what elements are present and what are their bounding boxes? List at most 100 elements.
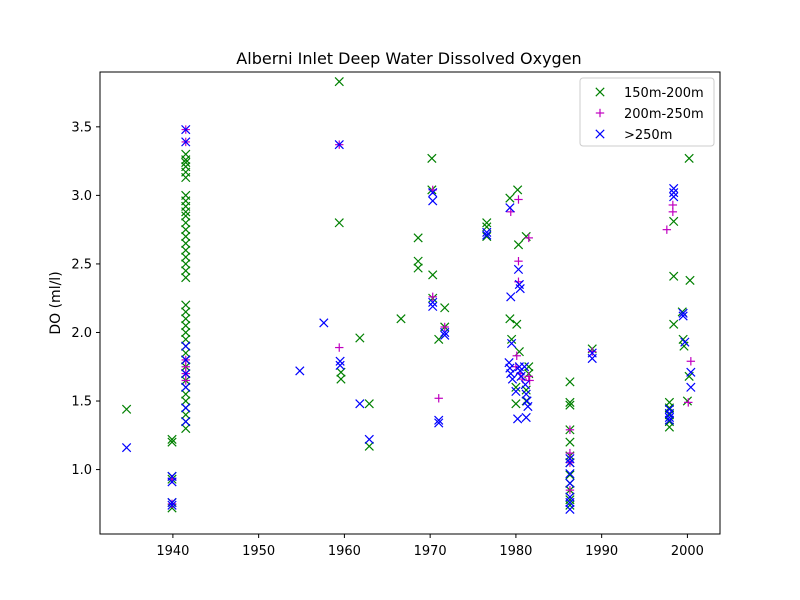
data-point [565, 478, 575, 488]
data-point [181, 334, 191, 344]
data-point [181, 207, 191, 217]
data-point [505, 193, 515, 203]
data-point [181, 396, 191, 406]
data-point [512, 414, 523, 424]
data-point [334, 218, 344, 228]
data-point [167, 437, 177, 447]
data-point [520, 379, 530, 390]
data-point [686, 357, 696, 366]
data-point [516, 371, 526, 381]
data-point [669, 271, 679, 281]
data-point [434, 418, 444, 428]
data-point [513, 264, 524, 275]
data-point [428, 297, 438, 307]
data-point [167, 499, 177, 509]
data-point [512, 319, 522, 329]
data-point [669, 188, 679, 198]
legend-label: 150m-200m [624, 86, 704, 101]
x-tick-label: 1940 [156, 544, 189, 559]
data-point [678, 311, 688, 321]
data-point [686, 367, 696, 377]
data-point [181, 423, 191, 434]
y-tick-label: 3.5 [71, 120, 92, 135]
data-point [428, 196, 438, 206]
data-point [519, 362, 530, 372]
y-tick-label: 2.0 [71, 326, 92, 341]
data-point [662, 225, 672, 234]
data-point [565, 469, 575, 479]
data-point [181, 225, 191, 235]
data-point [505, 203, 515, 213]
data-point [523, 401, 533, 412]
legend: 150m-200m 200m-250m >250m [579, 77, 715, 147]
data-point [521, 396, 531, 406]
data-point [482, 231, 492, 242]
x-tick-label: 1990 [585, 544, 618, 559]
data-markers [121, 76, 696, 514]
data-point [181, 368, 191, 379]
data-point [181, 211, 191, 221]
data-point [364, 399, 374, 409]
x-tick-label: 1950 [242, 544, 275, 559]
data-point [428, 270, 438, 280]
data-point [565, 485, 575, 495]
data-point [664, 422, 675, 432]
data-point [506, 334, 517, 344]
legend-label: >250m [624, 128, 672, 143]
data-point [684, 153, 694, 163]
data-point [364, 434, 374, 445]
data-point [428, 301, 438, 312]
data-point [588, 347, 597, 356]
data-point [514, 256, 523, 266]
data-point [587, 353, 597, 364]
data-point [167, 500, 177, 510]
data-point [511, 386, 521, 397]
data-point [181, 416, 191, 427]
data-point [506, 368, 516, 379]
data-point [121, 443, 132, 453]
series-2 [121, 124, 696, 514]
data-point [506, 292, 516, 302]
data-point [565, 497, 575, 508]
plot-frame [99, 71, 721, 535]
legend-item: >250m [595, 128, 672, 143]
data-point [181, 124, 191, 135]
data-point [513, 240, 524, 250]
data-point [181, 410, 191, 420]
data-point [336, 374, 346, 384]
data-point [181, 376, 190, 385]
data-point [684, 398, 693, 407]
y-axis-label: DO (ml/l) [48, 271, 64, 334]
data-point [396, 314, 406, 324]
y-tick-label: 1.0 [71, 463, 92, 478]
data-point [685, 275, 695, 286]
data-point [181, 382, 191, 392]
data-point [440, 327, 450, 338]
y-tick-label: 3.0 [71, 189, 92, 204]
data-point [565, 400, 575, 410]
data-point [678, 308, 688, 318]
data-point [511, 382, 521, 392]
data-point [335, 343, 344, 352]
legend-item: 150m-200m [595, 86, 704, 101]
legend-item: 200m-250m [595, 107, 704, 122]
legend-marker [595, 87, 605, 97]
data-point [319, 318, 329, 328]
data-point [434, 394, 443, 403]
data-point [181, 245, 191, 255]
data-point [664, 408, 675, 418]
data-point [565, 425, 575, 435]
data-point [482, 227, 492, 238]
data-point [355, 399, 365, 409]
data-point [512, 351, 521, 360]
data-point [121, 404, 132, 414]
data-point [686, 382, 696, 392]
data-point [511, 399, 521, 409]
data-point [181, 231, 191, 242]
data-point [428, 188, 438, 198]
data-point [512, 185, 523, 195]
data-point [181, 266, 191, 276]
axes [99, 71, 721, 535]
data-point [167, 434, 177, 445]
data-point [482, 218, 492, 228]
